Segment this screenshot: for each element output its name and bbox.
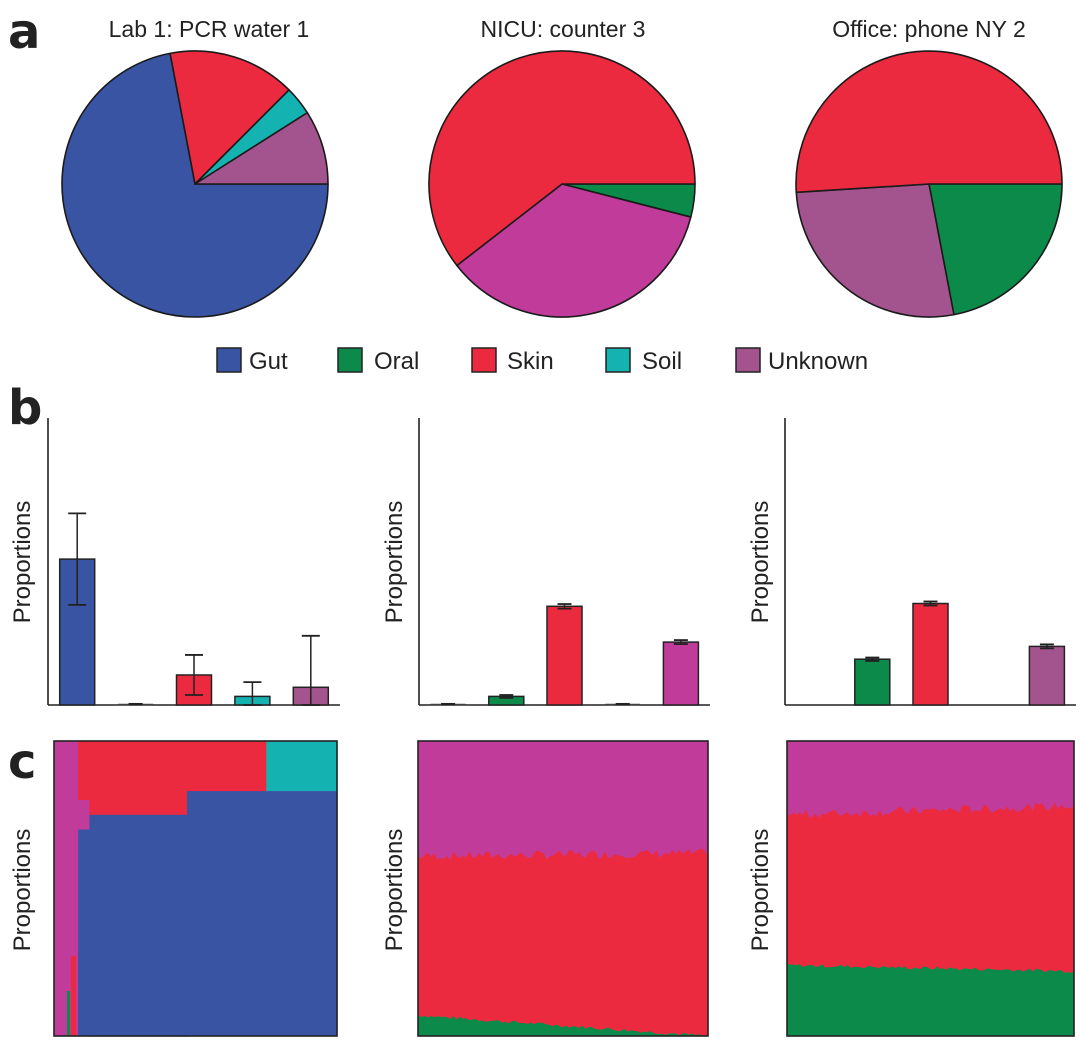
bar-chart-nicu-counter — [418, 418, 710, 706]
bar-chart-pcr-water — [47, 418, 340, 706]
area-chart-office-phone — [786, 740, 1075, 1037]
area-chart-pcr-water — [53, 740, 338, 1037]
pie-slice-unknown — [795, 183, 955, 318]
legend-label-unknown: Unknown — [768, 348, 868, 375]
area-block-soil — [266, 741, 338, 792]
panel-a-label: a — [8, 4, 40, 60]
panel-c-label: c — [8, 734, 36, 790]
pie-2-title: NICU: counter 3 — [481, 16, 646, 42]
error-bar-skin — [557, 603, 572, 610]
area-block-skin — [78, 741, 90, 801]
error-bar-soil — [615, 702, 630, 706]
error-bar-unknown — [1039, 643, 1054, 650]
area-band-skin — [418, 848, 708, 1036]
area-spike-skin — [71, 956, 76, 1036]
area-chart-nicu-counter — [417, 740, 709, 1037]
legend-swatch-unknown — [735, 347, 761, 373]
pie-slice-skin — [428, 50, 696, 267]
bar-2-ylabel: Proportions — [381, 501, 408, 624]
area-3-ylabel: Proportions — [747, 829, 774, 952]
panel-b-label: b — [8, 380, 42, 436]
legend-label-gut: Gut — [249, 348, 288, 375]
error-bar-soil — [243, 681, 262, 706]
area-block-gut — [187, 791, 267, 1037]
area-frame — [417, 740, 709, 1037]
pie-slice-skin — [169, 50, 290, 185]
bar-chart-office-phone — [784, 418, 1076, 706]
bar-unknown — [1028, 645, 1066, 706]
area-block-skin — [89, 741, 188, 816]
error-bar-gut — [68, 512, 87, 606]
error-bar-gut — [441, 702, 456, 706]
area-spike-oral — [67, 991, 70, 1036]
area-frame — [53, 740, 338, 1037]
error-bar-skin — [923, 600, 938, 607]
error-bar-oral — [499, 694, 514, 699]
area-band-oral — [418, 1015, 708, 1036]
pie-3-title: Office: phone NY 2 — [832, 16, 1026, 42]
pie-chart-pcr-water — [61, 50, 329, 318]
area-block-skin — [187, 741, 267, 792]
bar-1-ylabel: Proportions — [9, 501, 36, 624]
legend-swatch-soil — [605, 347, 631, 373]
error-bar-unknown — [301, 634, 320, 706]
area-frame — [786, 740, 1075, 1037]
error-bar-skin — [185, 654, 203, 696]
area-block-gut — [89, 814, 188, 1037]
pie-slice-unknown — [456, 183, 692, 318]
legend-label-oral: Oral — [374, 348, 419, 375]
legend-label-skin: Skin — [507, 348, 554, 375]
error-bar-oral — [128, 702, 143, 706]
bar-skin — [546, 605, 583, 706]
legend-swatch-oral — [337, 347, 363, 373]
pie-slice-skin — [795, 50, 1063, 194]
legend-swatch-skin — [471, 347, 497, 373]
area-2-ylabel: Proportions — [381, 829, 408, 952]
area-block-gut — [78, 829, 90, 1037]
area-block-unknown — [78, 800, 90, 830]
area-band-oral — [787, 963, 1074, 1036]
legend-label-soil: Soil — [642, 348, 682, 375]
pie-chart-nicu-counter — [428, 50, 696, 318]
pie-slice-gut — [61, 52, 329, 318]
bar-skin — [912, 602, 949, 706]
area-1-ylabel: Proportions — [9, 829, 36, 952]
pie-slice-unknown — [194, 111, 329, 185]
bar-oral — [854, 658, 891, 706]
pie-1-title: Lab 1: PCR water 1 — [109, 16, 310, 42]
pie-chart-office-phone — [795, 50, 1063, 318]
legend-swatch-gut — [216, 347, 242, 373]
legend: Gut Oral Skin Soil Unknown — [216, 347, 868, 375]
bar-unknown — [662, 641, 700, 706]
error-bar-unknown — [673, 639, 688, 645]
bar-3-ylabel: Proportions — [747, 501, 774, 624]
error-bar-oral — [865, 656, 880, 662]
area-block-gut — [266, 791, 338, 1037]
pie-slice-oral — [928, 183, 1063, 316]
